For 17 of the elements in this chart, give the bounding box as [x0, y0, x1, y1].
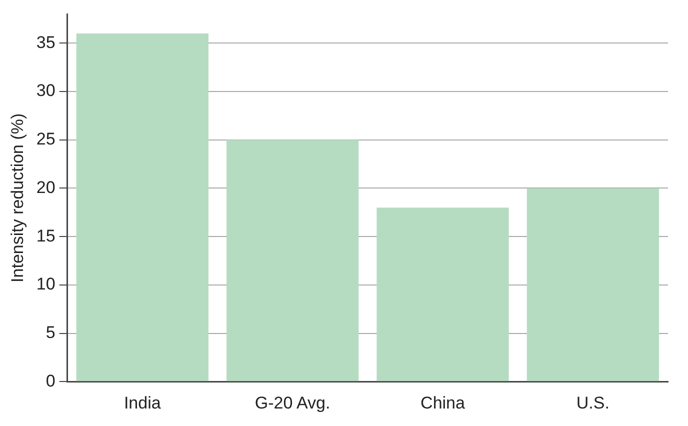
bar: [226, 140, 359, 382]
y-tick-label: 10: [36, 274, 56, 294]
x-tick-label: U.S.: [576, 393, 610, 412]
x-tick-label: India: [124, 393, 162, 412]
y-tick-label: 5: [46, 322, 56, 342]
x-tick-label: G-20 Avg.: [254, 393, 330, 412]
y-tick-label: 20: [36, 178, 56, 197]
bar: [376, 208, 509, 382]
y-tick-label: 30: [36, 81, 56, 100]
y-tick-label: 15: [36, 226, 56, 246]
y-tick-label: 35: [36, 32, 56, 52]
x-tick-label: China: [420, 393, 466, 412]
bar: [526, 188, 659, 382]
y-tick-label: 25: [36, 130, 56, 149]
y-axis-title: Intensity reduction (%): [8, 113, 27, 282]
bar: [76, 34, 208, 382]
y-tick-label: 0: [46, 371, 56, 390]
